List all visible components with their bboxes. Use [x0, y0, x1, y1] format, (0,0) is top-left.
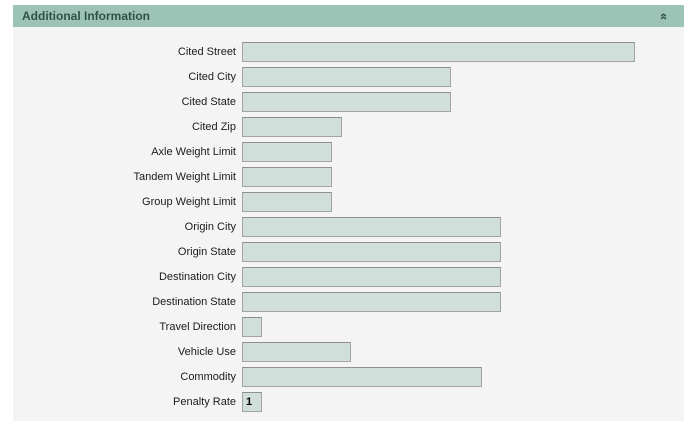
- form-row: Tandem Weight Limit: [13, 164, 684, 189]
- form-row: Group Weight Limit: [13, 189, 684, 214]
- field-label-penalty-rate: Penalty Rate: [173, 395, 236, 408]
- form-row: Cited Street: [13, 39, 684, 64]
- field-input-tandem-weight-limit[interactable]: [242, 166, 332, 187]
- field-label-cited-zip: Cited Zip: [191, 120, 236, 133]
- form-row: Destination City: [13, 264, 684, 289]
- form-row: Origin State: [13, 239, 684, 264]
- form-row: Cited Zip: [13, 114, 684, 139]
- field-input-origin-state[interactable]: [242, 241, 501, 262]
- field-label-travel-direction: Travel Direction: [159, 320, 236, 333]
- panel-title: Additional Information: [22, 9, 150, 23]
- field-label-axle-weight-limit: Axle Weight Limit: [151, 145, 236, 158]
- field-label-tandem-weight-limit: Tandem Weight Limit: [133, 170, 236, 183]
- form-row: Cited State: [13, 89, 684, 114]
- panel-body: Cited Street Cited City Cited State Cite…: [13, 27, 684, 421]
- field-input-travel-direction[interactable]: [242, 316, 262, 337]
- field-input-group-weight-limit[interactable]: [242, 191, 332, 212]
- field-label-cited-street: Cited Street: [177, 45, 236, 58]
- field-input-cited-city[interactable]: [242, 66, 451, 87]
- field-input-origin-city[interactable]: [242, 216, 501, 237]
- field-label-vehicle-use: Vehicle Use: [177, 345, 236, 358]
- field-label-cited-state: Cited State: [181, 95, 236, 108]
- field-input-vehicle-use[interactable]: [242, 341, 351, 362]
- field-input-cited-street[interactable]: [242, 41, 635, 62]
- form-row: Penalty Rate: [13, 389, 684, 414]
- field-label-cited-city: Cited City: [188, 70, 236, 83]
- field-label-commodity: Commodity: [180, 370, 236, 383]
- form-row: Cited City: [13, 64, 684, 89]
- field-input-axle-weight-limit[interactable]: [242, 141, 332, 162]
- additional-information-panel: Additional Information « Cited Street Ci…: [13, 5, 684, 421]
- field-label-origin-city: Origin City: [184, 220, 236, 233]
- form-row: Origin City: [13, 214, 684, 239]
- field-label-destination-state: Destination State: [152, 295, 236, 308]
- panel-header[interactable]: Additional Information «: [13, 5, 684, 27]
- form-row: Commodity: [13, 364, 684, 389]
- field-label-destination-city: Destination City: [158, 270, 236, 283]
- field-input-destination-city[interactable]: [242, 266, 501, 287]
- field-input-commodity[interactable]: [242, 366, 482, 387]
- field-label-group-weight-limit: Group Weight Limit: [142, 195, 236, 208]
- form-row: Travel Direction: [13, 314, 684, 339]
- field-input-penalty-rate[interactable]: [242, 391, 262, 412]
- field-label-origin-state: Origin State: [177, 245, 236, 258]
- form-row: Vehicle Use: [13, 339, 684, 364]
- form-row: Axle Weight Limit: [13, 139, 684, 164]
- form-row: Destination State: [13, 289, 684, 314]
- collapse-double-chevron-up-icon[interactable]: «: [656, 12, 672, 20]
- field-input-cited-state[interactable]: [242, 91, 451, 112]
- field-input-destination-state[interactable]: [242, 291, 501, 312]
- field-input-cited-zip[interactable]: [242, 116, 342, 137]
